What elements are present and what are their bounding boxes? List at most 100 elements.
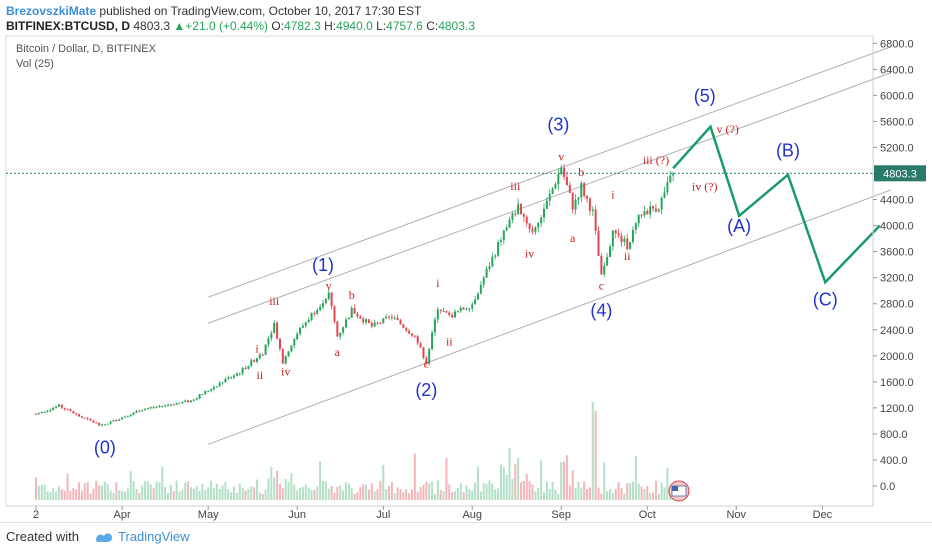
candle-body bbox=[267, 338, 270, 345]
wave-label-blue: (C) bbox=[813, 290, 838, 310]
volume-bar bbox=[267, 478, 270, 500]
volume-bar bbox=[606, 490, 609, 500]
volume-bar bbox=[617, 482, 620, 500]
volume-bar bbox=[620, 488, 623, 500]
tradingview-link[interactable]: TradingView bbox=[118, 529, 190, 544]
candle-body bbox=[126, 416, 129, 418]
volume-bar bbox=[637, 483, 640, 500]
volume-bar bbox=[118, 490, 121, 500]
candle-body bbox=[643, 211, 646, 216]
candle-body bbox=[439, 309, 442, 311]
chart-canvas[interactable]: (0)(1)(2)(3)(4)(5)(A)(B)(C)iiiiiiivvabci… bbox=[0, 0, 932, 522]
flag-icon[interactable] bbox=[668, 480, 690, 502]
volume-bar bbox=[548, 489, 551, 500]
volume-bar bbox=[565, 455, 568, 500]
candle-body bbox=[537, 223, 540, 228]
author-link[interactable]: BrezovszkiMate bbox=[6, 4, 97, 18]
volume-bar bbox=[442, 491, 445, 500]
y-tick-label: 800.0 bbox=[880, 429, 908, 441]
candle-body bbox=[92, 420, 95, 423]
volume-bar bbox=[623, 493, 626, 500]
volume-bar bbox=[66, 473, 69, 500]
volume-bar bbox=[580, 487, 583, 500]
candle-body bbox=[419, 343, 422, 348]
close-label: C: bbox=[426, 19, 439, 33]
wave-label-red: v bbox=[326, 278, 332, 292]
volume-bar bbox=[158, 482, 161, 500]
candle-body bbox=[296, 333, 299, 340]
publish-line: BrezovszkiMate published on TradingView.… bbox=[6, 4, 421, 18]
volume-bar bbox=[499, 464, 502, 500]
volume-bar bbox=[322, 480, 324, 500]
candle-body bbox=[476, 293, 479, 300]
volume-bar bbox=[594, 410, 597, 500]
wave-label-blue: (1) bbox=[312, 255, 334, 275]
quote-line: BITFINEX:BTCUSD, D 4803.3 ▲+21.0 (+0.44%… bbox=[6, 19, 475, 33]
candle-body bbox=[310, 312, 313, 320]
candle-body bbox=[224, 378, 227, 383]
projection-layer[interactable] bbox=[672, 124, 881, 285]
tradingview-logo-icon[interactable] bbox=[94, 527, 114, 545]
volume-bar bbox=[342, 490, 345, 500]
volume-bar bbox=[370, 483, 373, 500]
candle-body bbox=[35, 413, 37, 415]
volume-bar bbox=[568, 485, 571, 500]
wave-label-red: v (?) bbox=[717, 122, 739, 136]
candle-body bbox=[479, 284, 482, 294]
volume-bar bbox=[634, 456, 637, 500]
volume-bar bbox=[215, 483, 218, 500]
candle-body bbox=[330, 292, 333, 307]
candle-body bbox=[339, 332, 342, 337]
volume-bar bbox=[195, 486, 198, 500]
candle-body bbox=[525, 216, 528, 224]
volume-bar bbox=[413, 453, 416, 500]
volume-bar bbox=[55, 491, 58, 500]
volume-bar bbox=[40, 484, 43, 500]
volume-bar bbox=[497, 488, 500, 500]
candle-body bbox=[586, 195, 589, 199]
plot-area[interactable] bbox=[5, 35, 874, 507]
candles-layer bbox=[35, 163, 675, 427]
volume-bar bbox=[373, 491, 376, 500]
volume-bar bbox=[60, 489, 63, 500]
candle-body bbox=[373, 322, 376, 327]
volume-bar bbox=[164, 486, 167, 500]
x-axis[interactable]: 2 Apr May Jun Jul Aug Sep Oct Nov Dec bbox=[33, 506, 833, 521]
volume-bar bbox=[563, 461, 566, 500]
candle-body bbox=[80, 416, 83, 418]
candle-body bbox=[465, 308, 468, 310]
wave-label-blue: (4) bbox=[590, 301, 612, 321]
y-axis[interactable]: 6800.06400.06000.05600.05200.04800.04400… bbox=[873, 38, 914, 493]
volume-bar bbox=[640, 486, 643, 500]
candle-body bbox=[66, 409, 69, 411]
volume-bar bbox=[181, 489, 184, 500]
candle-body bbox=[169, 404, 172, 406]
candle-body bbox=[235, 373, 238, 376]
volume-bar bbox=[52, 488, 55, 500]
volume-bar bbox=[278, 483, 281, 500]
volume-bar bbox=[129, 471, 132, 500]
volume-bar bbox=[49, 492, 52, 500]
volume-bar bbox=[89, 493, 92, 500]
volume-bar bbox=[353, 493, 356, 500]
candle-body bbox=[72, 411, 75, 414]
volume-bar bbox=[161, 466, 164, 500]
candle-body bbox=[167, 404, 170, 406]
candle-body bbox=[238, 373, 241, 375]
candle-body bbox=[270, 333, 273, 339]
volume-bar bbox=[144, 481, 147, 500]
series-title: Bitcoin / Dollar, D, BITFINEX bbox=[16, 43, 157, 55]
volume-bar bbox=[258, 492, 261, 500]
volume-bar bbox=[508, 447, 511, 500]
high-value: 4940.0 bbox=[336, 19, 373, 33]
volume-bar bbox=[184, 482, 187, 500]
volume-bar bbox=[43, 484, 46, 500]
volume-bar bbox=[80, 490, 83, 500]
footer-bar: Created with TradingView bbox=[0, 522, 932, 551]
candle-body bbox=[471, 304, 474, 309]
candle-body bbox=[316, 309, 319, 314]
candle-body bbox=[390, 316, 393, 318]
volume-bar bbox=[660, 482, 663, 500]
volume-bar bbox=[588, 487, 591, 500]
volume-bar bbox=[522, 481, 525, 500]
